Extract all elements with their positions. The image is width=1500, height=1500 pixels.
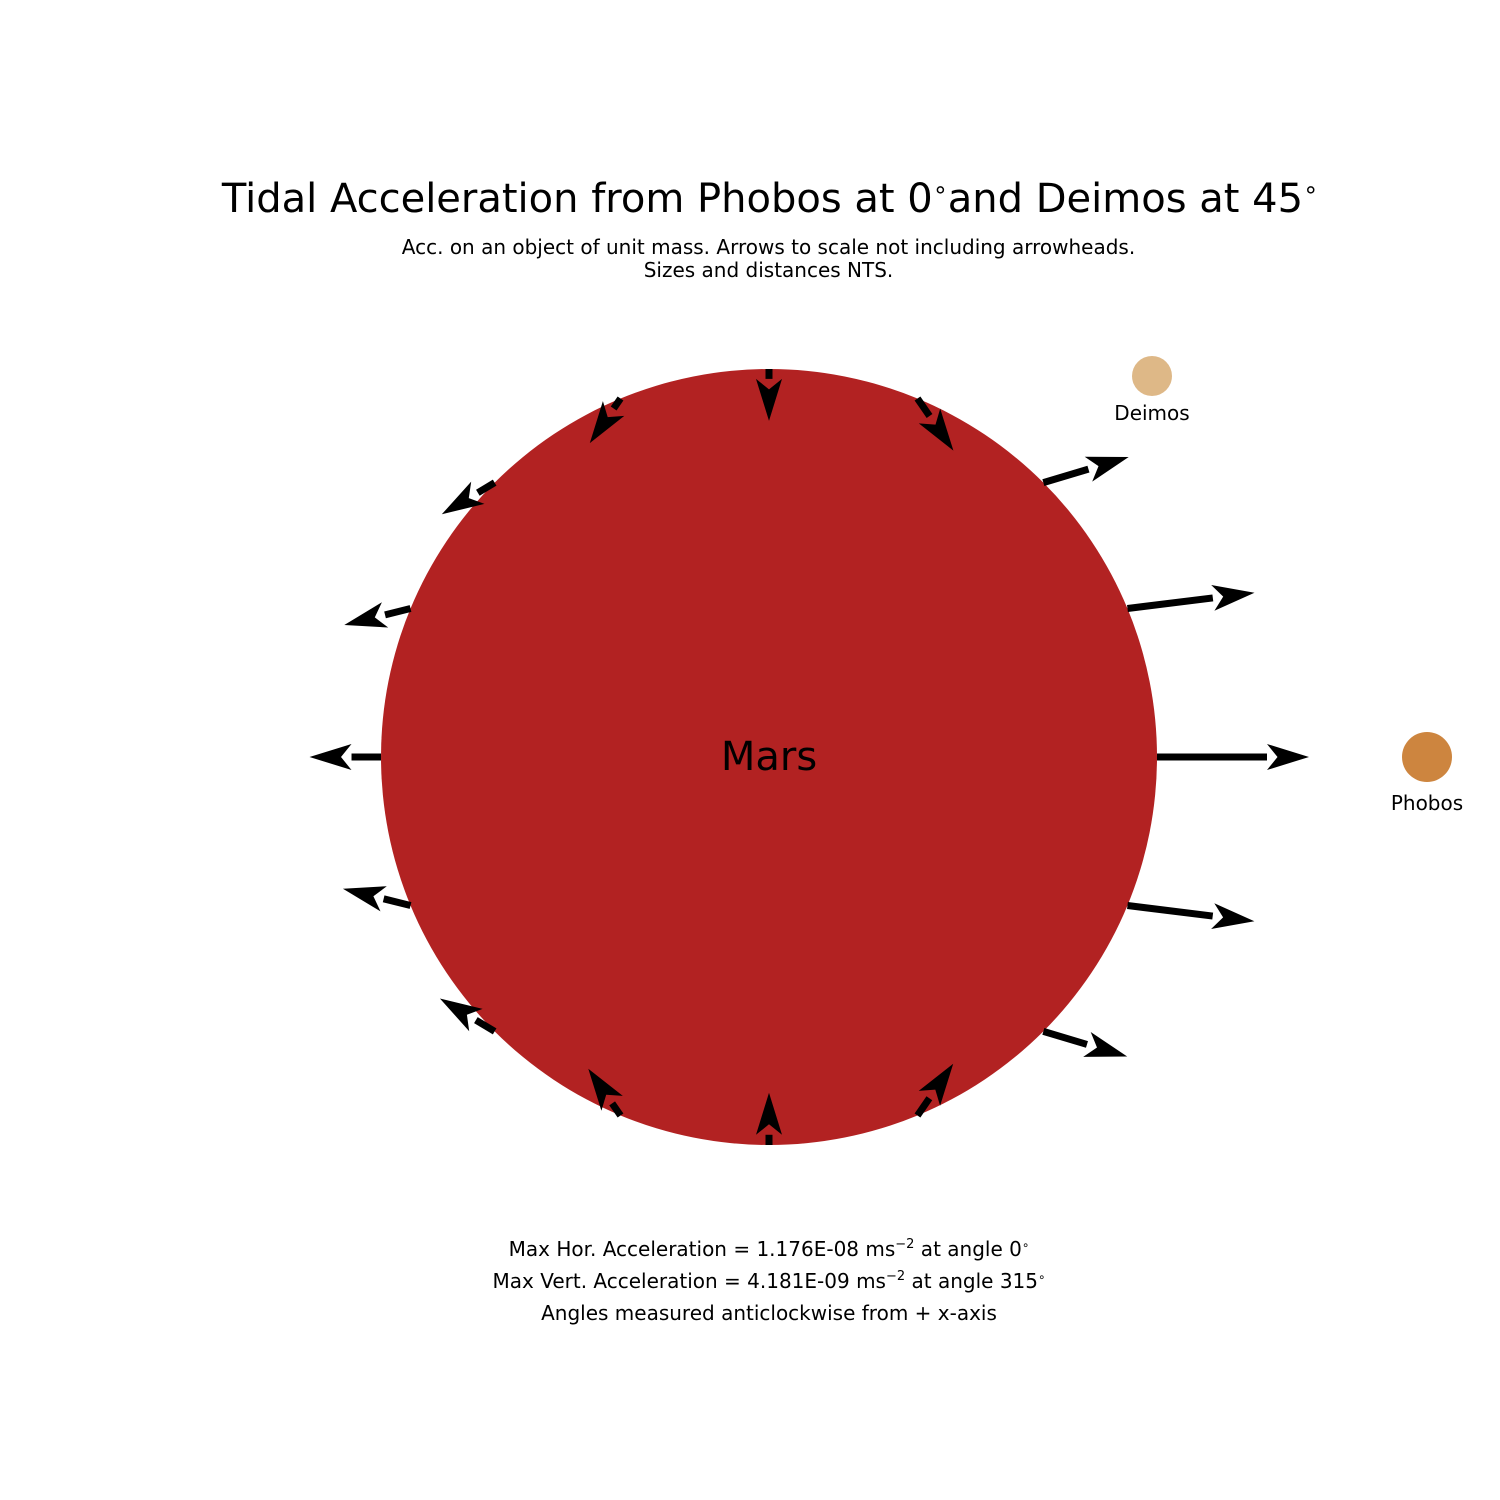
diagram-title: Tidal Acceleration from Phobos at 0∘and … xyxy=(221,175,1319,222)
max-horizontal-acceleration: Max Hor. Acceleration = 1.176E-08 ms−2 a… xyxy=(508,1237,1030,1261)
tidal-arrow-head xyxy=(344,602,389,628)
angle-convention-note: Angles measured anticlockwise from + x-a… xyxy=(541,1301,997,1325)
tidal-arrow-shaft xyxy=(914,1096,933,1118)
tidal-arrow-head xyxy=(1083,1032,1128,1057)
degree-symbol: ∘ xyxy=(932,175,948,204)
tidal-arrow-shaft xyxy=(1127,902,1214,920)
tidal-arrow-head xyxy=(439,998,483,1032)
tidal-arrow-shaft xyxy=(474,1017,497,1035)
tidal-arrow-head xyxy=(1211,903,1255,929)
tidal-arrow-shaft xyxy=(1042,1028,1088,1048)
tidal-arrow-head xyxy=(1211,585,1255,611)
tidal-arrow-head xyxy=(588,1068,623,1111)
tidal-arrow-shaft xyxy=(609,1101,624,1118)
tidal-arrow-head xyxy=(756,1092,782,1135)
deimos-disc xyxy=(1132,356,1172,396)
tidal-arrow-shaft xyxy=(1042,465,1090,486)
tidal-arrow-shaft xyxy=(384,605,412,619)
tidal-arrow-head xyxy=(309,744,352,770)
mars-label: Mars xyxy=(721,734,817,780)
tidal-arrow-shaft xyxy=(914,396,933,418)
subtitle-line-1: Acc. on an object of unit mass. Arrows t… xyxy=(401,235,1136,259)
phobos-label: Phobos xyxy=(1391,791,1463,815)
deimos-label: Deimos xyxy=(1114,401,1189,425)
mars-disc xyxy=(381,369,1157,1145)
tidal-arrow-head xyxy=(342,886,387,912)
diagram-footer: Max Hor. Acceleration = 1.176E-08 ms−2 a… xyxy=(0,1236,1500,1328)
tidal-arrow-head xyxy=(918,408,954,451)
tidal-arrow-shaft xyxy=(610,396,624,411)
subtitle-line-2: Sizes and distances NTS. xyxy=(643,258,894,282)
tidal-arrow-head xyxy=(1084,456,1129,482)
phobos-disc xyxy=(1402,732,1452,782)
tidal-arrow-shaft xyxy=(1127,594,1214,612)
tidal-arrow-head xyxy=(441,481,485,515)
tidal-arrow-shaft xyxy=(382,895,412,909)
diagram-subtitle: Acc. on an object of unit mass. Arrows t… xyxy=(0,236,1500,282)
tidal-arrow-shaft xyxy=(476,479,497,496)
degree-symbol: ∘ xyxy=(1038,1269,1046,1284)
degree-symbol: ∘ xyxy=(1303,175,1319,204)
tidal-arrow-head xyxy=(756,378,782,421)
arrow-group xyxy=(309,369,1309,1145)
tidal-arrow-head xyxy=(1267,744,1309,770)
tidal-arrow-head xyxy=(589,401,625,444)
max-vertical-acceleration: Max Vert. Acceleration = 4.181E-09 ms−2 … xyxy=(492,1269,1046,1293)
tidal-arrow-head xyxy=(918,1063,954,1106)
degree-symbol: ∘ xyxy=(1021,1237,1030,1252)
